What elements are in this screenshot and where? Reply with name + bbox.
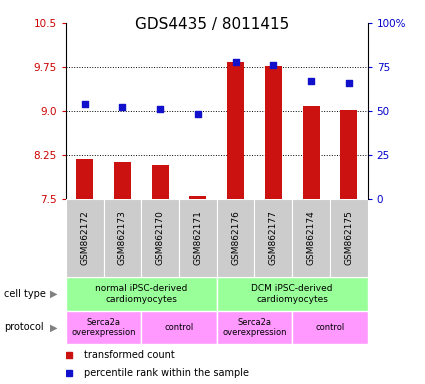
Text: transformed count: transformed count bbox=[84, 350, 175, 360]
Text: GSM862174: GSM862174 bbox=[306, 210, 315, 265]
Bar bbox=[292, 311, 368, 344]
Bar bbox=[104, 199, 141, 277]
Text: GSM862177: GSM862177 bbox=[269, 210, 278, 265]
Bar bbox=[66, 311, 141, 344]
Text: control: control bbox=[164, 323, 194, 332]
Point bbox=[119, 104, 126, 110]
Text: GSM862172: GSM862172 bbox=[80, 210, 89, 265]
Bar bbox=[227, 62, 244, 199]
Text: normal iPSC-derived
cardiomyocytes: normal iPSC-derived cardiomyocytes bbox=[95, 285, 187, 304]
Bar bbox=[330, 199, 368, 277]
Bar bbox=[340, 109, 357, 199]
Text: GSM862171: GSM862171 bbox=[193, 210, 202, 265]
Point bbox=[157, 106, 164, 112]
Point bbox=[346, 79, 352, 86]
Text: cell type: cell type bbox=[4, 289, 46, 299]
Bar bbox=[292, 199, 330, 277]
Bar bbox=[303, 106, 320, 199]
Text: protocol: protocol bbox=[4, 322, 44, 333]
Text: GSM862176: GSM862176 bbox=[231, 210, 240, 265]
Text: GSM862173: GSM862173 bbox=[118, 210, 127, 265]
Bar bbox=[66, 199, 104, 277]
Text: ▶: ▶ bbox=[50, 289, 58, 299]
Text: Serca2a
overexpression: Serca2a overexpression bbox=[222, 318, 287, 337]
Text: GSM862175: GSM862175 bbox=[344, 210, 353, 265]
Bar bbox=[217, 199, 255, 277]
Bar bbox=[152, 165, 169, 199]
Text: DCM iPSC-derived
cardiomyocytes: DCM iPSC-derived cardiomyocytes bbox=[252, 285, 333, 304]
Text: Serca2a
overexpression: Serca2a overexpression bbox=[71, 318, 136, 337]
Point bbox=[270, 62, 277, 68]
Text: ▶: ▶ bbox=[50, 322, 58, 333]
Point bbox=[308, 78, 314, 84]
Bar bbox=[217, 311, 292, 344]
Bar bbox=[265, 66, 282, 199]
Text: GDS4435 / 8011415: GDS4435 / 8011415 bbox=[136, 17, 289, 32]
Text: control: control bbox=[315, 323, 345, 332]
Bar bbox=[141, 311, 217, 344]
Point bbox=[81, 101, 88, 107]
Point bbox=[195, 111, 201, 118]
Point bbox=[232, 59, 239, 65]
Text: percentile rank within the sample: percentile rank within the sample bbox=[84, 368, 249, 378]
Bar bbox=[76, 159, 93, 199]
Bar bbox=[141, 199, 179, 277]
Text: GSM862170: GSM862170 bbox=[156, 210, 164, 265]
Bar bbox=[179, 199, 217, 277]
Bar bbox=[255, 199, 292, 277]
Bar bbox=[66, 277, 217, 311]
Bar bbox=[217, 277, 368, 311]
Bar bbox=[114, 162, 131, 199]
Bar bbox=[190, 195, 207, 199]
